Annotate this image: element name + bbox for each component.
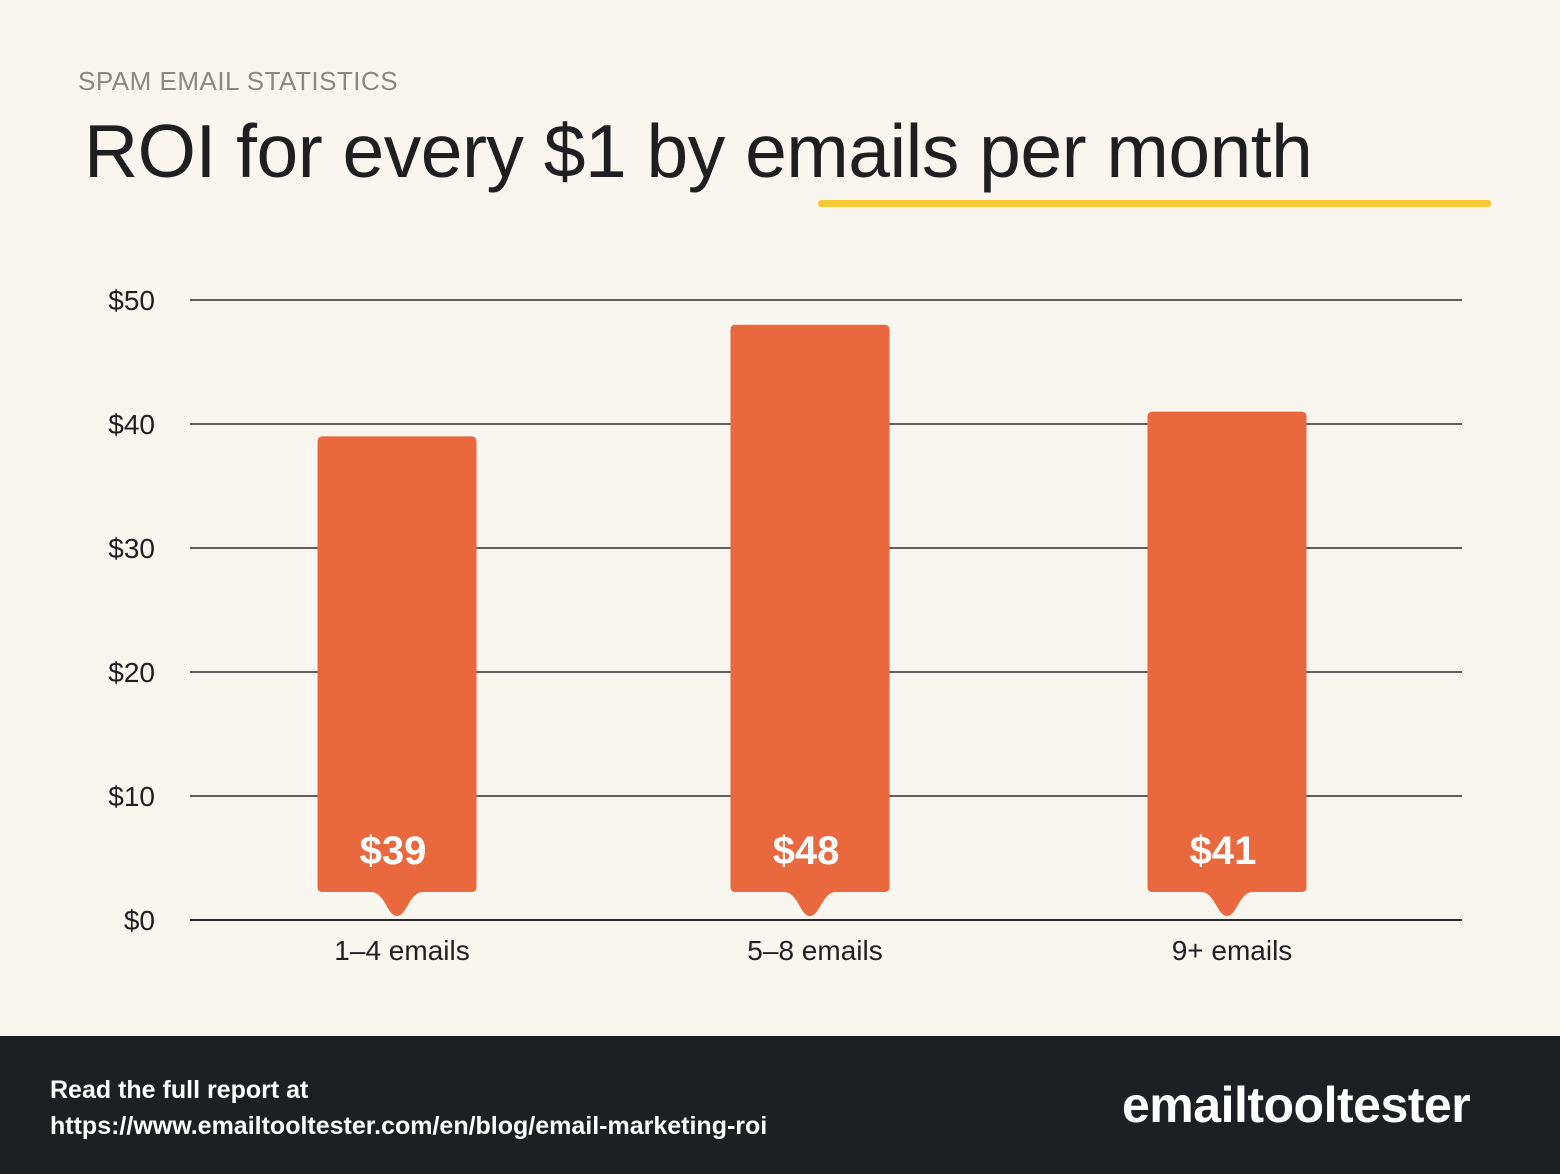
footer: [0, 1036, 1560, 1174]
bar: [317, 436, 477, 916]
footer-text: Read the full report at https://www.emai…: [50, 1072, 767, 1144]
page-title: ROI for every $1 by emails per month: [84, 108, 1313, 194]
bar-value-label: $39: [360, 829, 427, 873]
title-prefix: ROI for every $1 by: [84, 109, 746, 193]
y-tick-label: $30: [108, 533, 155, 564]
y-tick-label: $20: [108, 657, 155, 688]
x-tick-label: 5–8 emails: [747, 935, 882, 966]
y-tick-label: $0: [124, 905, 155, 936]
bar-chart: $0 $10 $20 $30 $40 $50 $39 1–4 emails $48 5–8 ema…: [108, 285, 1462, 966]
title-highlight: emails per month: [745, 109, 1313, 193]
bar: [1147, 411, 1307, 916]
y-tick-label: $10: [108, 781, 155, 812]
kicker: SPAM EMAIL STATISTICS: [78, 66, 399, 96]
x-tick-label: 1–4 emails: [334, 935, 469, 966]
bar: [730, 324, 890, 916]
title-underline: [818, 200, 1491, 207]
footer-line1: Read the full report at: [50, 1076, 309, 1104]
report-link[interactable]: https://www.emailtooltester.com/en/blog/…: [50, 1112, 768, 1140]
y-tick-label: $50: [108, 285, 155, 316]
x-tick-label: 9+ emails: [1172, 935, 1293, 966]
brand-logo: emailtooltester: [1122, 1077, 1471, 1133]
bar-value-label: $41: [1190, 829, 1257, 873]
bar-value-label: $48: [773, 829, 840, 873]
y-tick-label: $40: [108, 409, 155, 440]
